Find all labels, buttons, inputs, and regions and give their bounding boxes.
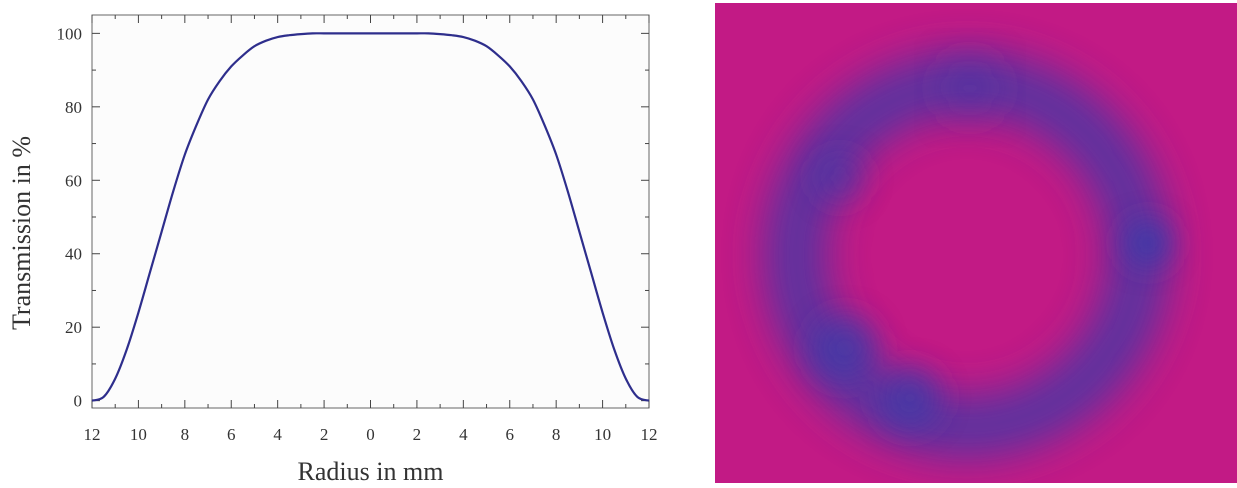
beam-profile-image bbox=[715, 3, 1237, 483]
y-tick-label: 40 bbox=[65, 245, 82, 264]
x-tick-label: 10 bbox=[594, 425, 611, 444]
x-tick-label: 8 bbox=[552, 425, 561, 444]
x-tick-label: 0 bbox=[366, 425, 375, 444]
beam-spot-bottom-left bbox=[813, 316, 877, 380]
x-tick-label: 4 bbox=[273, 425, 282, 444]
beam-ring-gap bbox=[942, 58, 998, 118]
x-tick-label: 2 bbox=[413, 425, 422, 444]
beam-ring-image bbox=[715, 3, 1237, 483]
y-tick-label: 100 bbox=[57, 24, 83, 43]
x-axis-label: Radius in mm bbox=[298, 457, 444, 483]
x-tick-label: 6 bbox=[506, 425, 515, 444]
x-tick-label: 10 bbox=[130, 425, 147, 444]
beam-spot-right bbox=[1126, 221, 1170, 265]
transmission-chart: 12 10 8 6 4 2 0 2 4 6 8 10 12 0 20 40 60 80 100 Radius in … bbox=[7, 14, 658, 486]
y-tick-label: 0 bbox=[74, 392, 83, 411]
beam-spot-upper-left bbox=[816, 154, 864, 202]
beam-spot-bottom bbox=[880, 368, 940, 428]
y-axis-label: Transmission in % bbox=[7, 136, 36, 330]
x-tick-label: 6 bbox=[227, 425, 236, 444]
x-tick-label: 12 bbox=[84, 425, 101, 444]
y-tick-label: 60 bbox=[65, 171, 82, 190]
transmission-line bbox=[91, 32, 650, 402]
plot-background bbox=[91, 14, 650, 409]
x-tick-label: 2 bbox=[320, 425, 329, 444]
x-tick-label: 12 bbox=[641, 425, 658, 444]
x-tick-label: 4 bbox=[459, 425, 468, 444]
x-tick-label: 8 bbox=[181, 425, 190, 444]
y-tick-label: 20 bbox=[65, 318, 82, 337]
y-tick-label: 80 bbox=[65, 98, 82, 117]
